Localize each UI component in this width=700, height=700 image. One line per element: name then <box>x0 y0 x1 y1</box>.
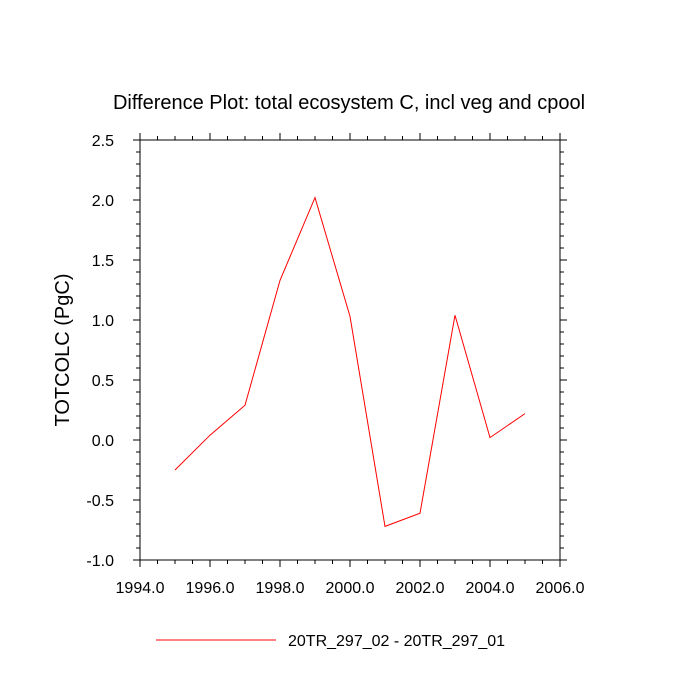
chart-title: Difference Plot: total ecosystem C, incl… <box>113 92 585 114</box>
y-tick-label: 2.0 <box>92 193 114 210</box>
axis-ticks <box>133 133 567 567</box>
y-tick-label: 2.5 <box>92 133 114 150</box>
legend: 20TR_297_02 - 20TR_297_01 <box>156 633 505 650</box>
y-tick-label: 1.5 <box>92 253 114 270</box>
y-tick-label: 0.0 <box>92 433 114 450</box>
x-tick-label: 2006.0 <box>536 580 585 597</box>
y-tick-label: 0.5 <box>92 373 114 390</box>
series-layer <box>174 196 526 528</box>
y-axis-label: TOTCOLC (PgC) <box>52 274 74 427</box>
x-tick-label: 1998.0 <box>256 580 305 597</box>
series-line-0 <box>174 196 526 528</box>
axis-tick-labels: 1994.0 1996.0 1998.0 2000.0 2002.0 2004.0 2006… <box>86 133 584 597</box>
plot-frame <box>139 139 561 561</box>
x-tick-label: 2004.0 <box>466 580 515 597</box>
legend-label: 20TR_297_02 - 20TR_297_01 <box>288 633 505 650</box>
x-tick-label: 2002.0 <box>396 580 445 597</box>
x-tick-label: 1996.0 <box>186 580 235 597</box>
x-tick-label: 1994.0 <box>116 580 165 597</box>
y-tick-label: 1.0 <box>92 313 114 330</box>
y-tick-label: -0.5 <box>86 493 114 510</box>
y-tick-label: -1.0 <box>86 553 114 570</box>
x-tick-label: 2000.0 <box>326 580 375 597</box>
